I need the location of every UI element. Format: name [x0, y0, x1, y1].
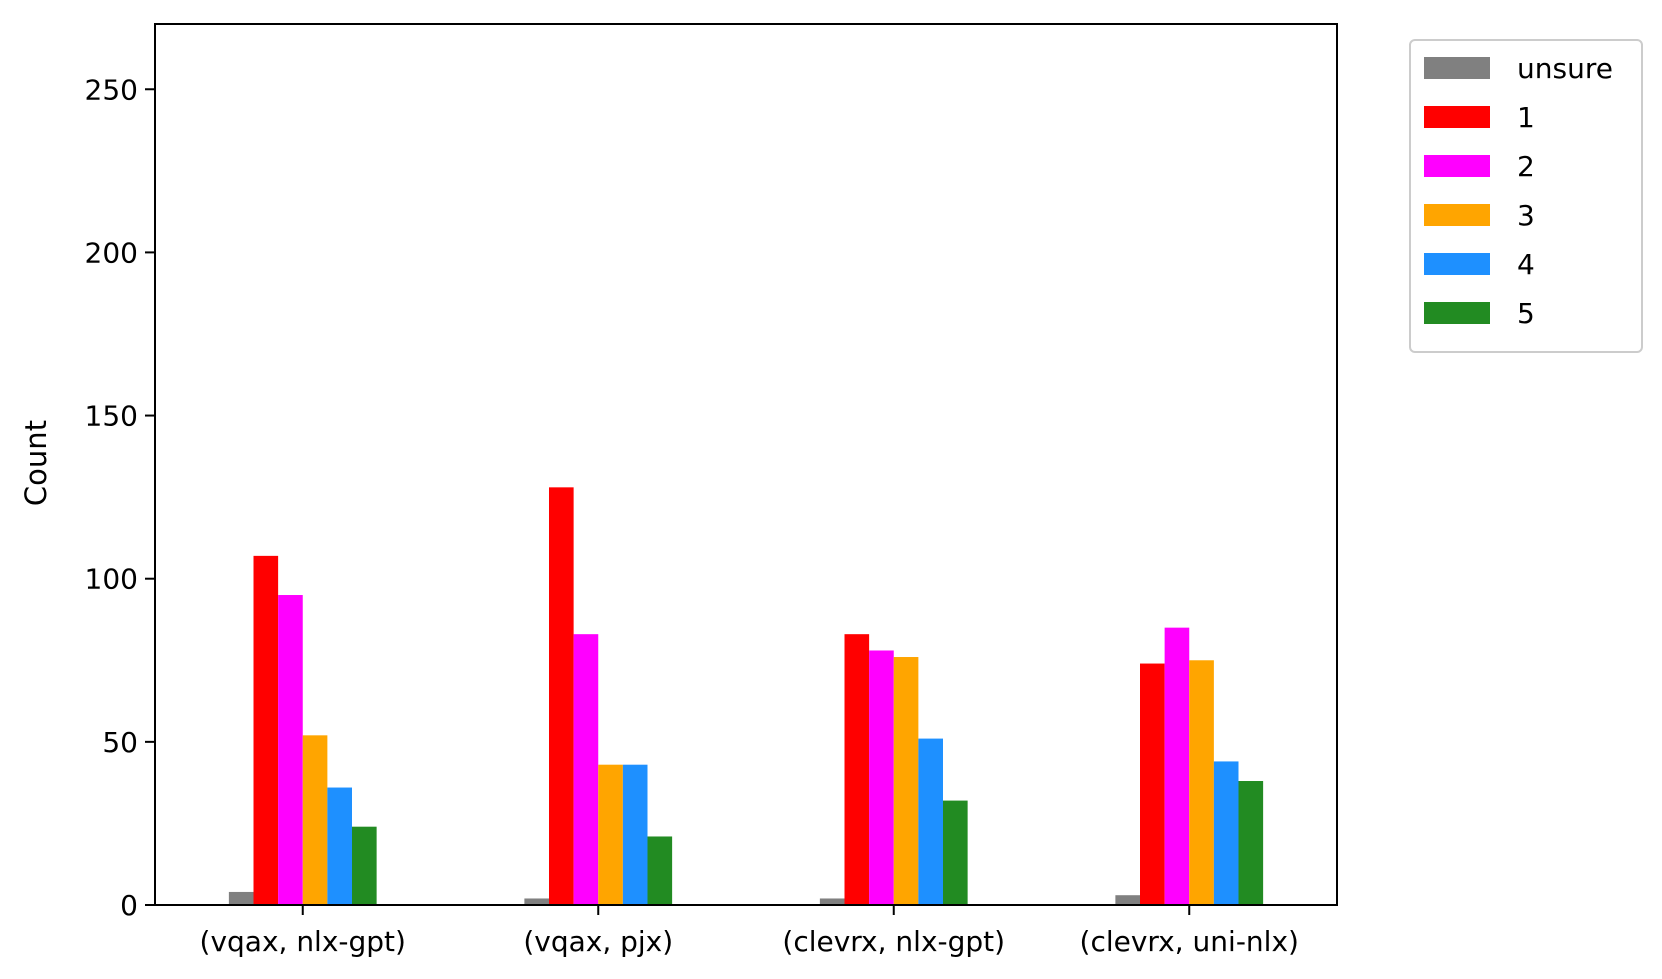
legend-swatch-1: [1424, 106, 1490, 128]
plot-frame: [154, 23, 1338, 906]
y-tick-label: 100: [85, 563, 138, 596]
legend-label-3: 3: [1517, 199, 1535, 232]
legend-swatch-3: [1424, 204, 1490, 226]
x-tick-label: (clevrx, uni-nlx): [1080, 925, 1299, 958]
bar-4-3: [918, 738, 943, 905]
legend-label-2: 2: [1517, 150, 1535, 183]
x-tick-label: (vqax, nlx-gpt): [200, 925, 406, 958]
bar-5-3: [943, 800, 968, 905]
legend-label-1: 1: [1517, 101, 1535, 134]
bar-1-1: [253, 555, 279, 905]
y-axis: 0 50 100 150 200 250: [85, 73, 155, 922]
bar-5-4: [1238, 781, 1264, 905]
x-axis: (vqax, nlx-gpt) (vqax, pjx) (clevrx, nlx-g…: [200, 905, 1299, 958]
legend-swatch-unsure: [1424, 57, 1490, 79]
x-tick-label: (clevrx, nlx-gpt): [782, 925, 1005, 958]
y-tick-label: 250: [85, 73, 138, 106]
legend-label-unsure: unsure: [1517, 52, 1613, 85]
bar-2-1: [278, 595, 303, 905]
bar-1-4: [1140, 663, 1165, 905]
legend-label-5: 5: [1517, 297, 1535, 330]
bar-1-2: [549, 487, 574, 905]
legend-swatch-4: [1424, 253, 1490, 275]
y-tick-label: 0: [120, 889, 138, 922]
y-axis-label: Count: [19, 420, 53, 506]
legend-label-4: 4: [1517, 248, 1535, 281]
bar-1-3: [844, 634, 870, 905]
legend-swatch-5: [1424, 302, 1490, 324]
bar-unsure-3: [819, 898, 845, 905]
x-tick-label: (vqax, pjx): [523, 925, 673, 958]
bars-group: [228, 487, 1264, 905]
bar-4-1: [327, 787, 352, 905]
legend-swatch-2: [1424, 155, 1490, 177]
bar-4-2: [622, 764, 648, 905]
bar-unsure-4: [1115, 895, 1140, 905]
bar-4-4: [1213, 761, 1239, 905]
bar-2-3: [869, 650, 894, 905]
bar-3-2: [598, 764, 623, 905]
y-tick-label: 150: [85, 400, 138, 433]
bar-3-1: [302, 735, 328, 905]
bar-5-2: [647, 836, 673, 905]
y-tick-label: 50: [102, 726, 138, 759]
y-tick-label: 200: [85, 236, 138, 269]
bar-3-4: [1189, 660, 1214, 905]
bar-2-2: [573, 634, 599, 905]
bar-2-4: [1164, 627, 1190, 905]
bar-3-3: [893, 657, 919, 905]
bar-unsure-2: [524, 898, 549, 905]
bar-5-1: [352, 826, 377, 905]
bar-unsure-1: [228, 891, 254, 905]
legend: unsure 1 2 3 4 5: [1409, 39, 1643, 353]
